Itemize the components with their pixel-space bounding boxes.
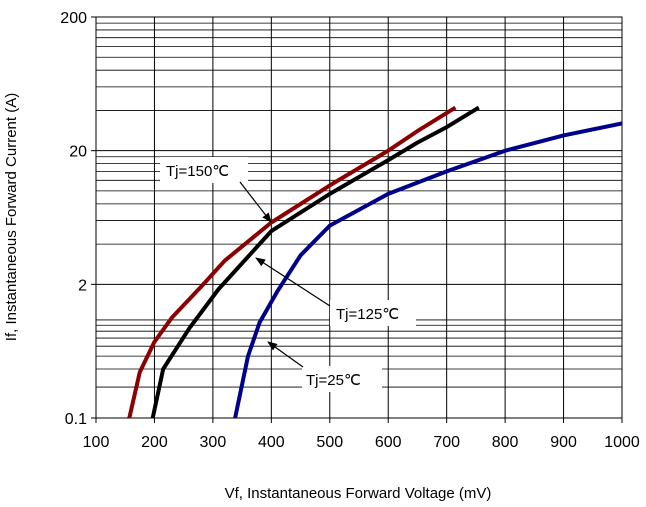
annotation-label: Tj=125℃ (336, 306, 399, 323)
annotation-arrow (255, 257, 331, 307)
annotation-box (302, 366, 382, 392)
series-lines (127, 105, 623, 419)
x-tick-label: 400 (258, 434, 285, 451)
y-tick-labels: 0.1 2 20 200 (60, 10, 96, 428)
x-tick-label: 500 (316, 434, 343, 451)
x-tick-labels: 100 200 300 400 500 600 700 800 900 1000 (83, 418, 640, 451)
grid-lines (96, 17, 622, 418)
annotation-label: Tj=150℃ (166, 163, 229, 180)
x-tick-label: 900 (550, 434, 577, 451)
x-tick-label: 700 (433, 434, 460, 451)
x-tick-label: 800 (492, 434, 519, 451)
x-tick-label: 300 (200, 434, 227, 451)
y-axis-title: If, Instantaneous Forward Current (A) (3, 93, 20, 341)
x-tick-label: 100 (83, 434, 110, 451)
annotation-arrow (267, 341, 304, 368)
annotation-label: Tj=25℃ (306, 372, 361, 389)
series-line (127, 105, 457, 419)
y-tick-label: 200 (60, 10, 87, 27)
y-tick-label: 0.1 (65, 411, 87, 428)
x-axis-title: Vf, Instantaneous Forward Voltage (mV) (225, 485, 492, 502)
annotation-arrow (239, 181, 272, 223)
x-tick-label: 200 (141, 434, 168, 451)
annotation-box (330, 300, 416, 326)
x-tick-label: 1000 (604, 434, 640, 451)
series-line (150, 105, 480, 419)
y-tick-label: 2 (78, 277, 87, 294)
plot-frame (95, 16, 623, 419)
series-line (233, 121, 623, 419)
x-tick-label: 600 (375, 434, 402, 451)
annotation-box (160, 157, 248, 183)
annotations: Tj=150℃ Tj=125℃ Tj=25℃ (160, 157, 416, 392)
y-tick-label: 20 (69, 144, 87, 161)
